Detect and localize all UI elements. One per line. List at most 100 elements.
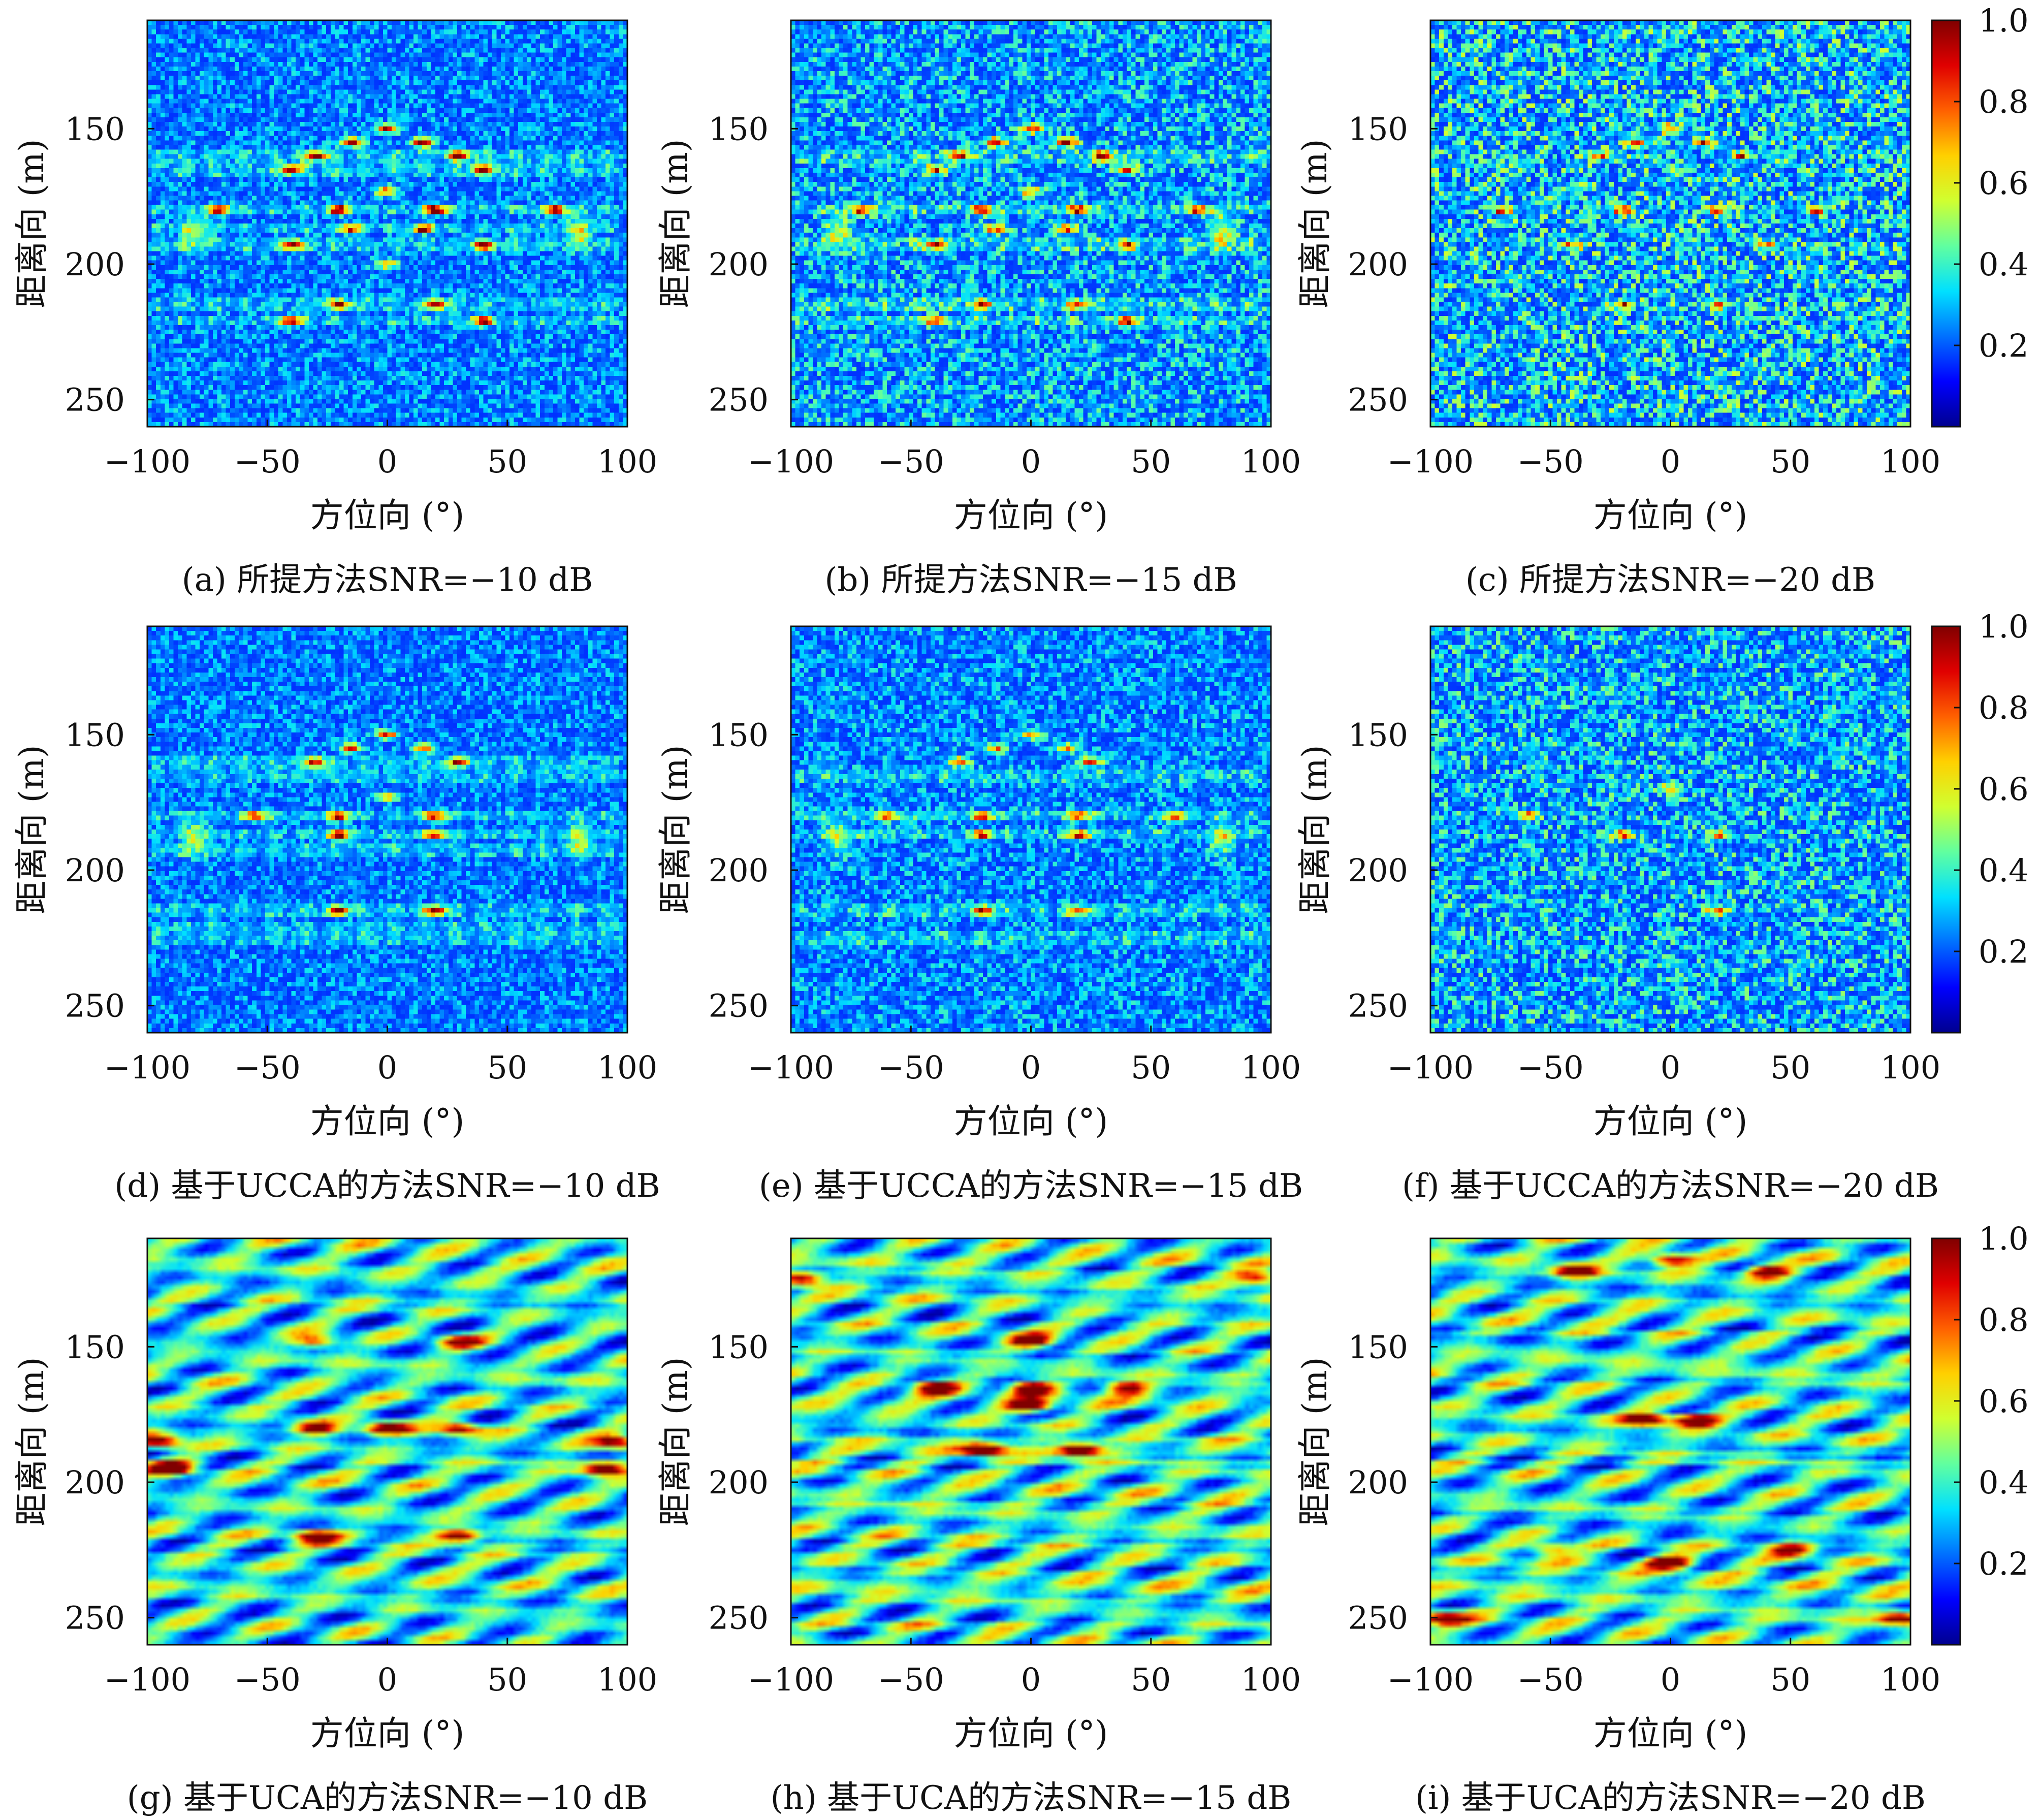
- y-tick-label: 200: [65, 246, 125, 283]
- y-tick-label: 200: [1348, 852, 1408, 889]
- y-axis-label: 距离向 (m): [656, 139, 695, 308]
- y-tick-label: 200: [65, 1464, 125, 1501]
- x-tick-label: 0: [1021, 443, 1041, 480]
- x-tick-label: 50: [1770, 1049, 1810, 1086]
- colorbar-tick-label: 1.0: [1979, 608, 2029, 645]
- x-tick-label: −50: [878, 443, 944, 480]
- x-tick-label: 50: [487, 1049, 527, 1086]
- x-tick-label: 0: [1021, 1661, 1041, 1698]
- colorbar-tick-label: 1.0: [1979, 2, 2029, 39]
- heatmap-image: [1430, 20, 1910, 427]
- colorbar-tick-label: 0.8: [1979, 1301, 2029, 1338]
- x-tick-label: −50: [234, 443, 301, 480]
- colorbar-tick-label: 0.6: [1979, 771, 2029, 808]
- x-tick-label: −100: [104, 443, 190, 480]
- x-axis-label: 方位向 (°): [310, 496, 464, 535]
- heatmap-panel-b: −100 −50 0 50 100 150 200 250 方位向 (°) 距离向 (m) (b) …: [656, 19, 1301, 599]
- x-tick-label: 100: [1241, 1661, 1301, 1698]
- panel-caption: (f) 基于UCCA的方法SNR=−20 dB: [1402, 1167, 1939, 1205]
- x-tick-label: −100: [748, 1049, 834, 1086]
- x-axis-label: 方位向 (°): [1593, 1102, 1747, 1141]
- x-tick-label: −100: [104, 1049, 190, 1086]
- heatmap-image: [147, 20, 627, 427]
- x-tick-label: 100: [1880, 443, 1940, 480]
- panel-caption: (b) 所提方法SNR=−15 dB: [824, 561, 1237, 599]
- colorbar-tick-label: 1.0: [1979, 1220, 2029, 1257]
- x-axis-label: 方位向 (°): [954, 1102, 1108, 1141]
- y-tick-label: 250: [1348, 381, 1408, 419]
- x-axis-label: 方位向 (°): [954, 1714, 1108, 1753]
- y-axis-label: 距离向 (m): [1295, 1357, 1334, 1526]
- y-tick-label: 250: [1348, 1600, 1408, 1637]
- heatmap-panel-e: −100 −50 0 50 100 150 200 250 方位向 (°) 距离向 (m) (e) …: [656, 625, 1303, 1205]
- colorbar-tick-label: 0.4: [1979, 852, 2029, 889]
- colorbar-gradient: [1931, 19, 1961, 428]
- x-tick-label: 0: [377, 1661, 397, 1698]
- x-tick-label: 0: [1661, 1661, 1680, 1698]
- x-tick-label: −100: [748, 1661, 834, 1698]
- y-tick-label: 200: [1348, 1464, 1408, 1501]
- panel-caption: (d) 基于UCCA的方法SNR=−10 dB: [114, 1167, 660, 1205]
- heatmap-panel-f: −100 −50 0 50 100 150 200 250 方位向 (°) 距离向 (m) (f) …: [1295, 608, 2029, 1205]
- colorbar-tick-label: 0.6: [1979, 165, 2029, 202]
- x-tick-label: 100: [597, 1661, 657, 1698]
- x-tick-label: −100: [1387, 443, 1474, 480]
- x-tick-label: 50: [1770, 1661, 1810, 1698]
- y-axis-label: 距离向 (m): [1295, 139, 1334, 308]
- colorbar-tick-label: 0.2: [1979, 933, 2029, 970]
- y-axis-label: 距离向 (m): [656, 745, 695, 914]
- colorbar-tick-label: 0.6: [1979, 1383, 2029, 1420]
- y-tick-label: 250: [65, 381, 125, 419]
- y-tick-label: 150: [1348, 1328, 1408, 1365]
- heatmap-panel-a: −100 −50 0 50 100 150 200 250 方位向 (°) 距离向 (m) (a) …: [12, 19, 657, 599]
- x-axis-label: 方位向 (°): [954, 496, 1108, 535]
- x-tick-label: −50: [234, 1661, 301, 1698]
- x-tick-label: 100: [1241, 1049, 1301, 1086]
- x-axis-label: 方位向 (°): [1593, 496, 1747, 535]
- x-tick-label: −50: [234, 1049, 301, 1086]
- x-tick-label: 100: [597, 443, 657, 480]
- y-tick-label: 250: [65, 987, 125, 1025]
- x-tick-label: −50: [1517, 1049, 1584, 1086]
- x-tick-label: −100: [748, 443, 834, 480]
- colorbar: 0.2 0.4 0.6 0.8 1.0: [1931, 1220, 2029, 1646]
- x-tick-label: 50: [1131, 1661, 1171, 1698]
- y-axis-label: 距离向 (m): [656, 1357, 695, 1526]
- y-axis-label: 距离向 (m): [12, 745, 51, 914]
- heatmap-panel-g: −100 −50 0 50 100 150 200 250 方位向 (°) 距离向 (m) (g) …: [12, 1237, 657, 1817]
- y-tick-label: 200: [709, 852, 769, 889]
- colorbar-tick-label: 0.8: [1979, 689, 2029, 726]
- y-tick-label: 200: [1348, 246, 1408, 283]
- heatmap-image: [147, 1238, 627, 1645]
- y-tick-label: 250: [1348, 987, 1408, 1025]
- heatmap-panel-i: −100 −50 0 50 100 150 200 250 方位向 (°) 距离向 (m) (i) …: [1295, 1220, 2029, 1817]
- x-tick-label: 100: [597, 1049, 657, 1086]
- y-tick-label: 200: [709, 246, 769, 283]
- colorbar-tick-label: 0.2: [1979, 327, 2029, 364]
- x-tick-label: 50: [487, 443, 527, 480]
- heatmap-image: [791, 626, 1271, 1033]
- colorbar-tick-label: 0.8: [1979, 83, 2029, 120]
- y-tick-label: 150: [65, 716, 125, 753]
- y-axis-label: 距离向 (m): [12, 1357, 51, 1526]
- y-tick-label: 250: [709, 987, 769, 1025]
- heatmap-image: [1430, 1238, 1910, 1645]
- panel-caption: (i) 基于UCA的方法SNR=−20 dB: [1415, 1779, 1926, 1817]
- colorbar-tick-label: 0.4: [1979, 1464, 2029, 1501]
- y-tick-label: 150: [65, 1328, 125, 1365]
- x-tick-label: 100: [1880, 1661, 1940, 1698]
- y-tick-label: 150: [709, 110, 769, 147]
- colorbar-tick-label: 0.2: [1979, 1545, 2029, 1582]
- x-tick-label: 0: [1661, 443, 1680, 480]
- x-tick-label: −50: [1517, 1661, 1584, 1698]
- y-tick-label: 250: [65, 1600, 125, 1637]
- x-axis-label: 方位向 (°): [310, 1714, 464, 1753]
- heatmap-image: [791, 1238, 1271, 1645]
- heatmap-panel-d: −100 −50 0 50 100 150 200 250 方位向 (°) 距离向 (m) (d) …: [12, 625, 660, 1205]
- colorbar-gradient: [1931, 625, 1961, 1034]
- x-tick-label: 0: [1661, 1049, 1680, 1086]
- x-tick-label: 0: [377, 1049, 397, 1086]
- x-tick-label: 50: [487, 1661, 527, 1698]
- colorbar: 0.2 0.4 0.6 0.8 1.0: [1931, 608, 2029, 1034]
- y-tick-label: 150: [65, 110, 125, 147]
